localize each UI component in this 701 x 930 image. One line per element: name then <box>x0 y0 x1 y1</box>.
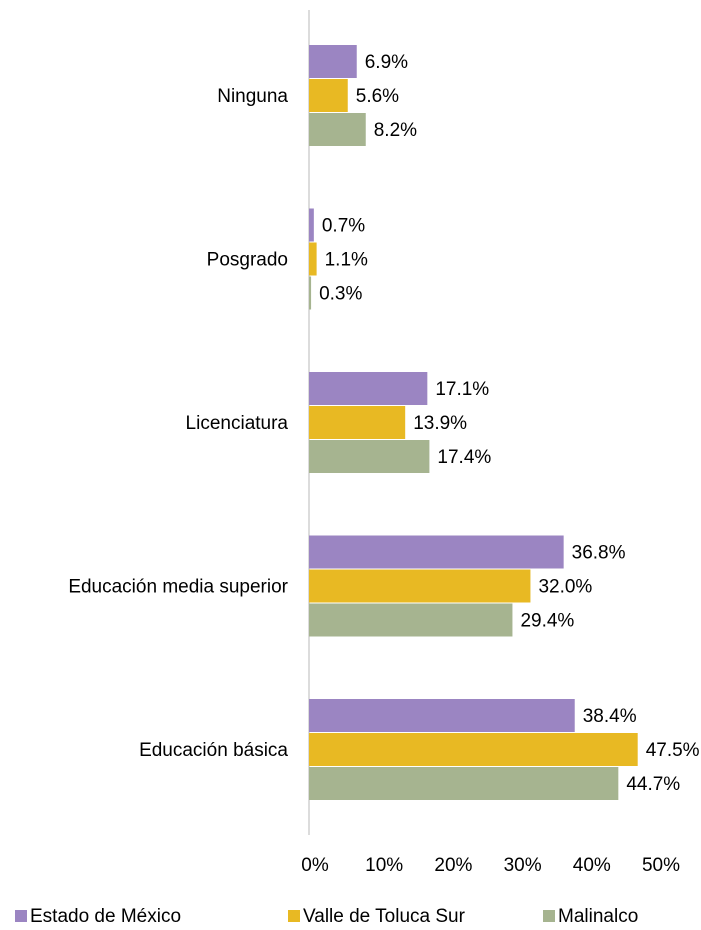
bar <box>309 603 513 637</box>
value-label: 29.4% <box>520 611 574 632</box>
bar <box>309 113 366 146</box>
x-tick-label: 40% <box>573 855 611 876</box>
value-label: 17.1% <box>435 379 489 400</box>
legend-swatch <box>543 910 555 922</box>
value-label: 17.4% <box>437 447 491 468</box>
value-label: 36.8% <box>572 543 626 564</box>
bar <box>309 699 575 732</box>
legend-label: Valle de Toluca Sur <box>303 906 466 927</box>
bar <box>309 767 619 800</box>
bar <box>309 208 314 242</box>
value-label: 47.5% <box>646 740 700 761</box>
bar <box>309 406 406 439</box>
legend-swatch <box>15 910 27 922</box>
value-label: 1.1% <box>325 250 368 271</box>
value-label: 8.2% <box>374 120 417 141</box>
value-label: 0.7% <box>322 216 365 237</box>
category-label: Posgrado <box>207 250 288 271</box>
legend-label: Estado de México <box>30 906 181 927</box>
legend-label: Malinalco <box>558 906 638 927</box>
x-tick-label: 50% <box>642 855 680 876</box>
legend-swatch <box>288 910 300 922</box>
category-label: Educación media superior <box>68 577 288 598</box>
bar <box>309 276 312 310</box>
category-label: Ninguna <box>217 86 288 107</box>
bar <box>309 45 357 78</box>
value-label: 32.0% <box>538 577 592 598</box>
bar <box>309 440 430 473</box>
value-label: 0.3% <box>319 284 362 305</box>
x-tick-label: 20% <box>434 855 472 876</box>
value-label: 6.9% <box>365 52 408 73</box>
value-label: 13.9% <box>413 413 467 434</box>
x-tick-label: 0% <box>301 855 329 876</box>
value-label: 38.4% <box>583 706 637 727</box>
category-label: Educación básica <box>139 740 288 761</box>
x-tick-label: 10% <box>365 855 403 876</box>
bar <box>309 535 564 569</box>
bar <box>309 242 317 276</box>
category-label: Licenciatura <box>186 413 289 434</box>
bar <box>309 569 531 603</box>
value-label: 44.7% <box>626 774 680 795</box>
value-label: 5.6% <box>356 86 399 107</box>
bar <box>309 733 638 766</box>
bar <box>309 372 428 405</box>
x-tick-label: 30% <box>504 855 542 876</box>
bar <box>309 79 348 112</box>
